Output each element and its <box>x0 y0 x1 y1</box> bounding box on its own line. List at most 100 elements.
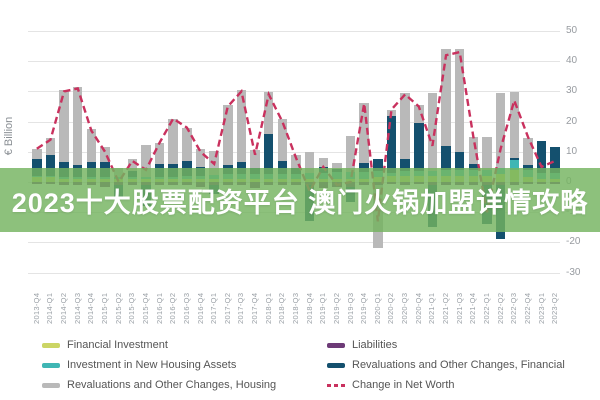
x-tick-label: 2020-Q4 <box>413 292 423 324</box>
bar-segment <box>291 155 301 168</box>
bar-segment <box>195 148 206 167</box>
legend-label: Revaluations and Other Changes, Financia… <box>352 359 565 371</box>
legend-item: Investment in New Housing Assets <box>42 355 236 375</box>
bar-segment <box>495 92 506 169</box>
x-tick-label: 2023-Q1 <box>536 292 546 324</box>
bar-segment <box>509 158 519 160</box>
y-tick-label: 10 <box>566 145 578 157</box>
bar-segment <box>386 115 397 173</box>
y-tick-label: -30 <box>566 266 581 278</box>
bar-segment <box>263 92 274 135</box>
bar-segment <box>236 89 247 163</box>
x-tick-label: 2015-Q3 <box>127 292 137 324</box>
x-tick-label: 2019-Q2 <box>331 292 341 324</box>
x-tick-label: 2014-Q4 <box>86 292 96 324</box>
legend-item: Revaluations and Other Changes, Financia… <box>327 355 565 375</box>
bar-segment <box>386 109 397 116</box>
gridline <box>28 242 560 244</box>
legend-color-swatch <box>327 362 345 368</box>
bar-segment <box>427 92 438 172</box>
x-tick-label: 2021-Q3 <box>454 292 464 324</box>
legend-item: Change in Net Worth <box>327 375 455 395</box>
chart-legend: Financial Investment Investment in New Ho… <box>0 332 600 396</box>
x-tick-label: 2015-Q2 <box>113 292 123 324</box>
legend-dash-swatch <box>327 383 345 387</box>
x-tick-label: 2018-Q1 <box>263 292 273 324</box>
x-tick-label: 2016-Q3 <box>181 292 191 324</box>
bar-segment <box>414 104 424 124</box>
bar-segment <box>100 147 110 163</box>
bar-segment <box>277 119 288 162</box>
bar-segment <box>523 138 533 166</box>
legend-label: Change in Net Worth <box>352 379 455 391</box>
legend-color-swatch <box>42 382 60 388</box>
bar-segment <box>86 129 97 163</box>
y-axis-title: € Billion <box>3 116 15 156</box>
bar-segment <box>414 123 424 172</box>
ad-banner-overlay[interactable]: 2023十大股票配资平台 澳门火锅加盟详情攻略 <box>0 168 600 232</box>
bar-segment <box>441 145 451 170</box>
bar-segment <box>182 127 192 161</box>
bar-segment <box>154 143 165 165</box>
bar-segment <box>359 102 369 164</box>
gridline <box>28 121 560 123</box>
y-tick-label: 30 <box>566 85 578 97</box>
x-tick-label: 2017-Q2 <box>222 292 232 324</box>
x-tick-label: 2022-Q4 <box>522 292 532 324</box>
legend-item: Liabilities <box>327 335 397 355</box>
x-tick-label: 2020-Q3 <box>400 292 410 324</box>
y-tick-label: -20 <box>566 236 581 248</box>
x-tick-label: 2018-Q3 <box>291 292 300 324</box>
ad-banner-text[interactable]: 2023十大股票配资平台 澳门火锅加盟详情攻略 <box>11 187 589 218</box>
bar-segment <box>345 136 356 173</box>
x-tick-label: 2022-Q3 <box>509 292 519 324</box>
x-tick-label: 2014-Q1 <box>45 292 55 324</box>
x-tick-label: 2018-Q4 <box>304 292 314 324</box>
x-tick-label: 2023-Q2 <box>550 292 560 324</box>
bar-segment <box>223 104 233 166</box>
bar-segment <box>468 136 479 164</box>
x-tick-label: 2020-Q1 <box>372 292 382 324</box>
x-tick-label: 2017-Q3 <box>236 292 246 324</box>
bar-segment <box>509 92 519 159</box>
x-tick-label: 2014-Q2 <box>59 292 69 324</box>
x-tick-label: 2016-Q4 <box>195 292 205 324</box>
gridline <box>28 31 560 32</box>
gridline <box>28 61 560 63</box>
legend-item: Revaluations and Other Changes, Housing <box>42 375 276 395</box>
x-tick-label: 2021-Q2 <box>441 292 451 324</box>
legend-label: Revaluations and Other Changes, Housing <box>67 379 277 391</box>
x-tick-label: 2022-Q1 <box>481 292 491 324</box>
bar-segment <box>45 138 56 155</box>
legend-color-swatch <box>327 342 345 348</box>
legend-label: Liabilities <box>352 339 398 351</box>
x-tick-label: 2013-Q4 <box>31 292 41 324</box>
legend-color-swatch <box>42 342 60 348</box>
bar-segment <box>168 119 178 165</box>
legend-color-swatch <box>42 362 60 368</box>
bar-segment <box>250 150 260 169</box>
x-tick-label: 2017-Q1 <box>209 292 219 324</box>
x-tick-label: 2017-Q4 <box>250 292 260 324</box>
legend-label: Investment in New Housing Assets <box>67 359 237 371</box>
bar-segment <box>32 148 42 160</box>
y-tick-label: 40 <box>566 55 578 67</box>
bar-segment <box>59 89 69 163</box>
y-tick-label: 20 <box>566 115 578 127</box>
bar-segment <box>441 49 451 146</box>
x-tick-label: 2019-Q4 <box>359 292 369 324</box>
x-tick-label: 2016-Q1 <box>154 292 164 324</box>
bar-segment <box>72 86 83 166</box>
x-tick-label: 2015-Q4 <box>140 292 150 324</box>
gridline <box>28 272 560 274</box>
bar-segment <box>318 157 329 167</box>
x-tick-label: 2014-Q3 <box>72 292 82 324</box>
y-tick-label: 50 <box>566 25 578 36</box>
x-tick-label: 2016-Q2 <box>168 292 178 324</box>
x-tick-label: 2018-Q2 <box>277 292 287 324</box>
x-tick-label: 2021-Q1 <box>427 292 437 324</box>
x-tick-label: 2021-Q4 <box>468 292 478 324</box>
gridline <box>28 91 560 93</box>
bar-segment <box>454 49 465 152</box>
